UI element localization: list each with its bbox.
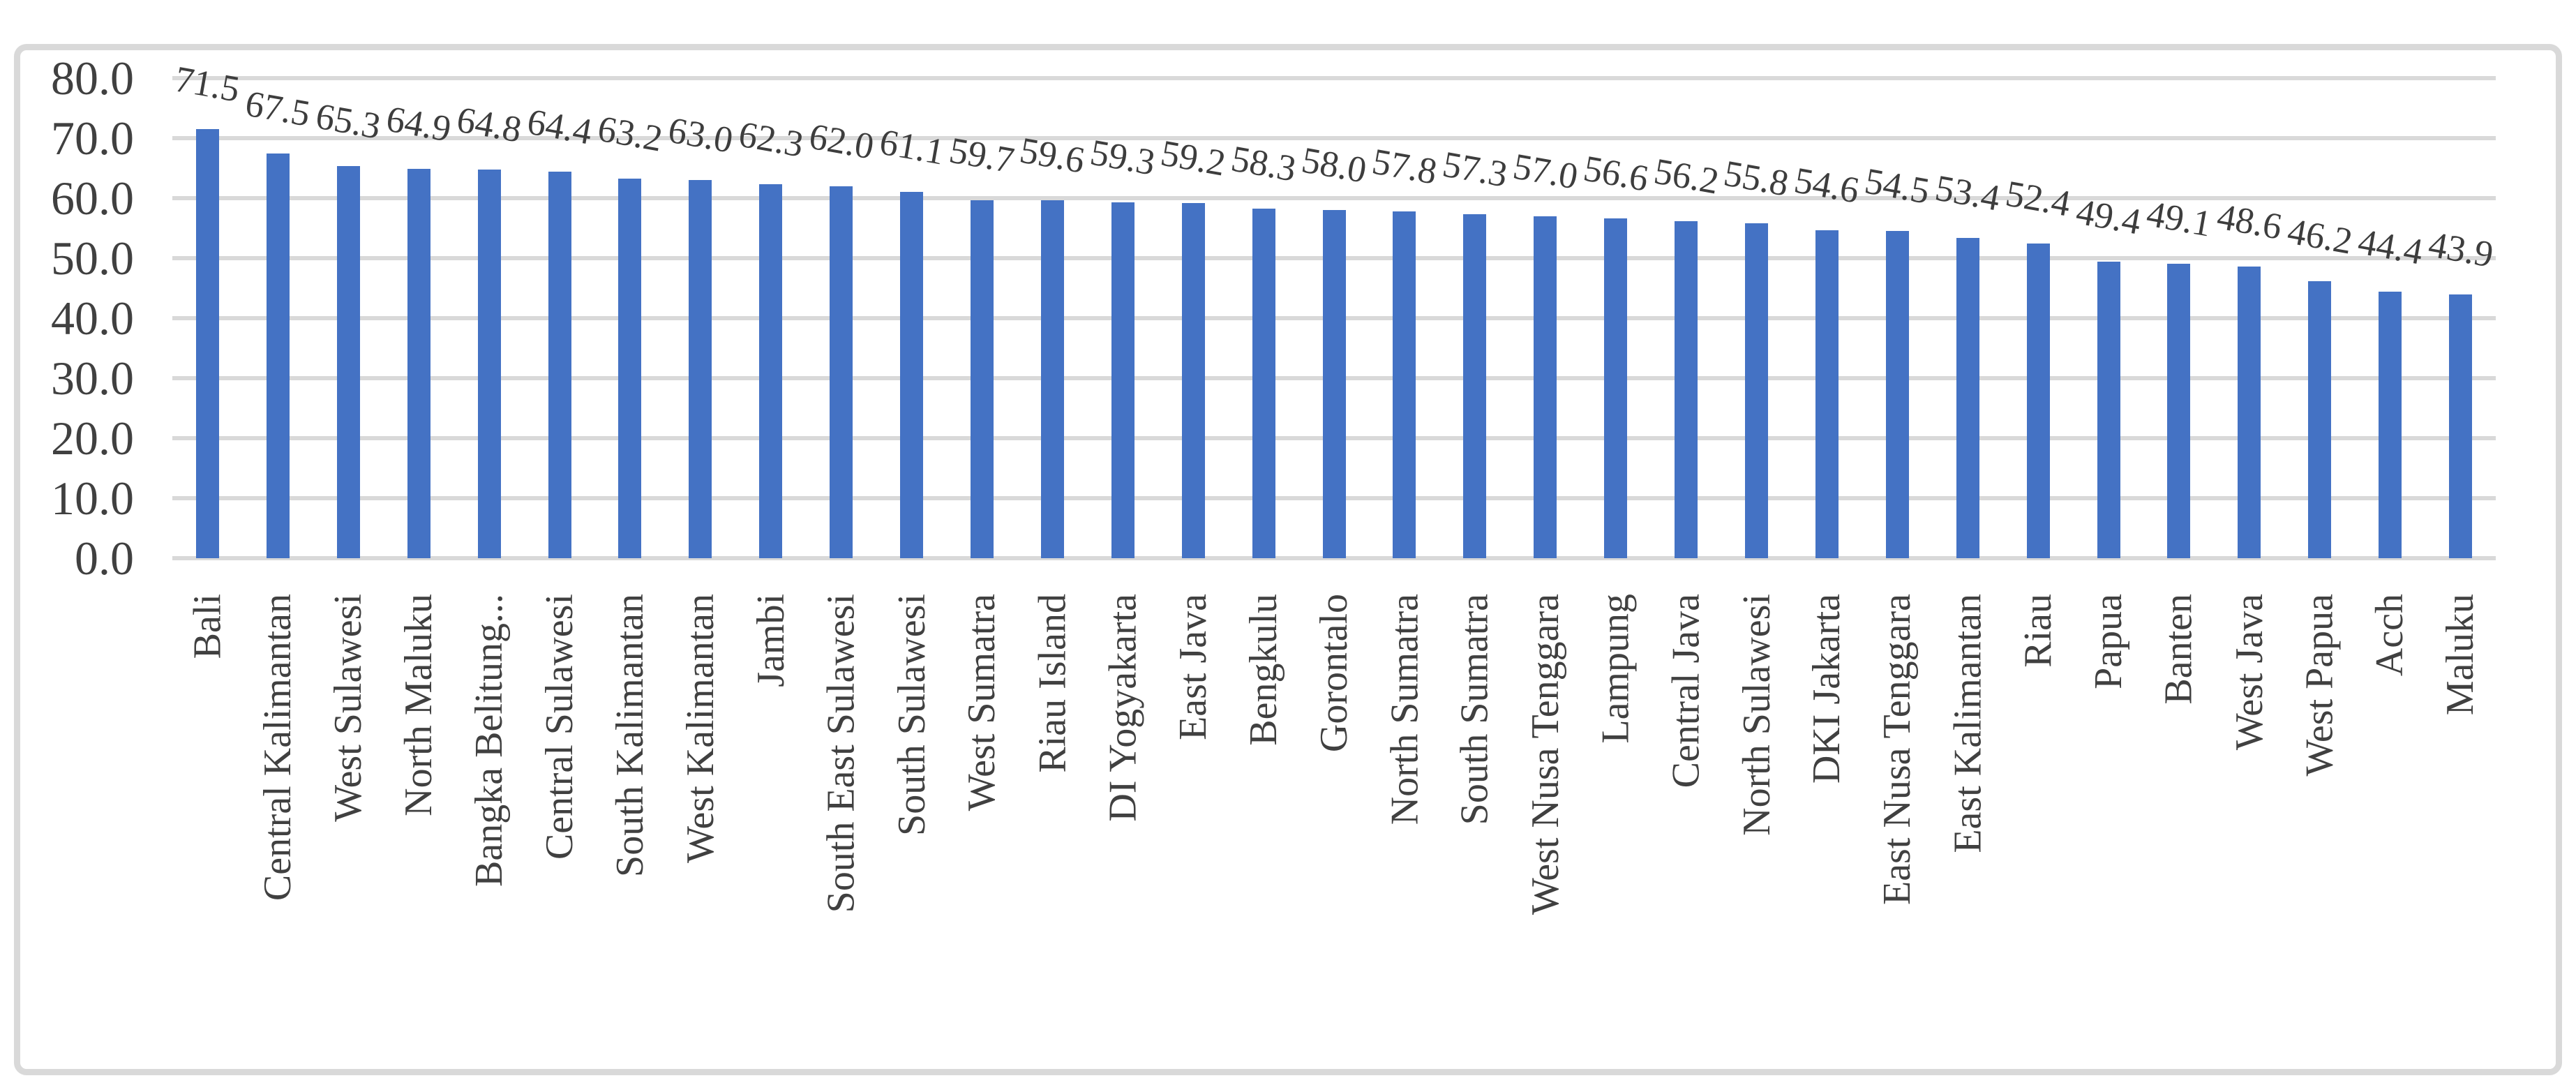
y-axis-tick-label: 50.0 [51,232,134,285]
gridline [172,196,2496,200]
category-label-text: Riau [2016,594,2060,668]
bar-papua [2097,262,2120,558]
category-label-text: West Nusa Tenggara [1523,594,1567,915]
bar-gorontalo [1322,210,1346,558]
gridline [172,76,2496,80]
category-label-text: North Sulawesi [1735,594,1779,836]
category-label-text: South Kalimantan [608,594,652,877]
bar-central-sulawesi [548,172,571,558]
bar-south-east-sulawesi [830,186,853,558]
category-label-text: West Sulawesi [327,594,370,822]
y-axis-tick-label: 30.0 [51,352,134,405]
category-label-text: DI Yogyakarta [1101,594,1145,822]
category-label-text: West Kalimantan [678,594,722,863]
category-label-text: Bangka Belitung... [467,594,511,887]
bar-bali [195,129,219,558]
category-label-text: South Sulawesi [890,594,934,836]
category-label-text: DKI Jakarta [1805,594,1849,784]
y-axis-tick-label: 10.0 [51,472,134,525]
category-label-text: Central Kalimantan [256,594,300,901]
bar-maluku [2449,294,2473,558]
category-label-text: Bali [186,594,230,659]
bar-bengkulu [1252,208,1275,558]
bar-north-sulawesi [1744,223,1768,558]
bar-west-papua [2308,280,2332,558]
y-axis-tick-label: 70.0 [51,112,134,165]
bar-west-sumatra [970,200,994,558]
bar-west-nusa-tenggara [1534,216,1557,558]
bar-di-yogyakarta [1111,202,1135,558]
category-label-text: South East Sulawesi [819,594,863,913]
bar-riau [2026,244,2050,558]
category-label-text: West Java [2227,594,2271,751]
bar-west-kalimantan [689,180,712,558]
bar-north-sumatra [1393,211,1416,558]
bar-central-java [1675,220,1698,558]
category-label-text: Acch [2368,594,2412,677]
category-label-text: Papua [2087,594,2130,689]
y-axis-tick-label: 60.0 [51,172,134,225]
bar-east-java [1181,202,1205,558]
category-label-text: Jambi [749,594,793,687]
category-label-text: Maluku [2439,594,2483,716]
bar-riau-island [1040,200,1064,558]
y-axis-tick-label: 80.0 [51,52,134,105]
category-label-text: North Sumatra [1382,594,1426,825]
category-label-text: East Kalimantan [1946,594,1990,853]
bar-south-kalimantan [618,179,642,558]
category-label-text: Banten [2157,594,2201,705]
category-label-text: Central Sulawesi [538,594,581,860]
category-label-text: Lampung [1594,594,1638,744]
bar-east-kalimantan [1956,237,1979,558]
category-label-text: North Maluku [397,594,441,816]
bar-acch [2379,292,2402,558]
bar-south-sulawesi [900,191,924,558]
bar-west-sulawesi [336,166,360,558]
category-label-text: Central Java [1664,594,1708,788]
category-label-text: East Nusa Tenggara [1875,594,1919,906]
bar-banten [2167,263,2191,558]
y-axis-tick-label: 40.0 [51,292,134,345]
y-axis-tick-label: 0.0 [75,532,134,585]
bar-east-nusa-tenggara [1885,231,1909,558]
bar-south-sumatra [1463,214,1487,558]
bar-lampung [1604,218,1628,558]
category-label-text: West Sumatra [960,594,1004,811]
bar-jambi [759,184,783,558]
category-label-text: Riau Island [1031,594,1074,773]
gridline [172,136,2496,140]
category-label-text: Gorontalo [1312,594,1356,753]
bar-west-java [2238,267,2261,558]
category-label-text: Bengkulu [1242,594,1286,746]
bar-bangka-belitung [477,169,501,558]
category-label-text: South Sumatra [1453,594,1497,825]
x-axis-line [172,556,2496,560]
y-axis-tick-label: 20.0 [51,412,134,465]
category-label-text: West Papua [2298,594,2342,777]
bar-north-maluku [407,168,430,558]
category-label-text: East Java [1171,594,1215,740]
bar-central-kalimantan [266,153,290,558]
bar-dki-jakarta [1815,230,1839,558]
